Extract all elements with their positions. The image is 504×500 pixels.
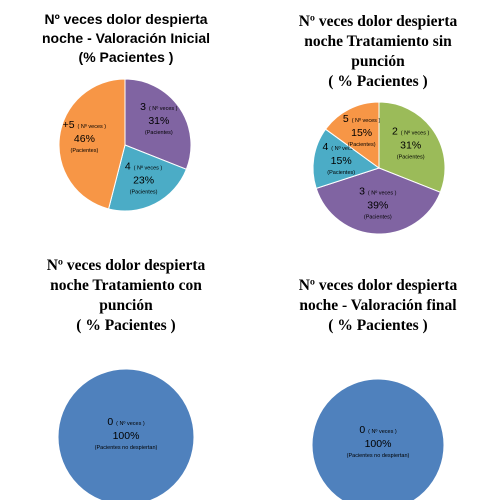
data-label-suffix: (Pacientes) xyxy=(145,130,173,136)
data-label-value: 100% xyxy=(365,438,392,450)
chart-title-line: (% Pacientes ) xyxy=(78,49,174,65)
data-label-category: 2 ( Nº veces ) xyxy=(392,125,430,137)
chart-title-line: ( % Pacientes ) xyxy=(328,73,428,90)
data-label-category: 3 ( Nº veces ) xyxy=(359,185,397,197)
pie-plot: 3 ( Nº veces )31%(Pacientes)4 ( Nº veces… xyxy=(58,78,192,212)
data-label-suffix: (Pacientes no despiertan) xyxy=(347,453,410,459)
data-label-value: 31% xyxy=(400,139,421,151)
data-label-value: 100% xyxy=(113,430,140,442)
chart-title: Nº veces dolor despierta noche - Valorac… xyxy=(0,10,252,67)
data-label: +5 ( Nº veces ) 46% (Pacientes) xyxy=(63,119,107,154)
chart-title-line: noche - Valoración final xyxy=(299,297,457,314)
chart-title-line: Nº veces dolor despierta xyxy=(46,257,206,274)
data-label-category: +5 ( Nº veces ) xyxy=(63,119,107,131)
data-label-suffix: (Pacientes) xyxy=(70,148,98,154)
pie-slice-+5 xyxy=(58,78,126,210)
chart-title: Nº veces dolor despierta noche Tratamien… xyxy=(0,256,252,336)
data-label-suffix: (Pacientes) xyxy=(327,170,355,176)
data-label-suffix: (Pacientes) xyxy=(397,154,425,160)
data-label-value: 15% xyxy=(351,127,372,139)
chart-title: Nº veces dolor despierta noche - Valorac… xyxy=(252,276,504,336)
pie-plot: 0 ( Nº veces ) 100% (Pacientes no despiert… xyxy=(311,378,445,500)
chart-title-line: noche Tratamiento con xyxy=(50,277,202,294)
data-label-value: 15% xyxy=(331,155,352,167)
data-label: 3 ( Nº veces ) 39% (Pacientes) xyxy=(359,185,397,220)
data-label-category: 0 ( Nº veces ) xyxy=(359,424,397,436)
pie-plot: 0 ( Nº veces ) 100% (Pacientes no despiert… xyxy=(57,368,195,500)
data-label: 4 ( Nº veces ) 15% (Pacientes) xyxy=(323,141,361,176)
pie-slice-2 xyxy=(378,101,446,193)
chart-title-line: ( % Pacientes ) xyxy=(328,317,428,334)
chart-title-line: ( % Pacientes ) xyxy=(76,317,176,334)
pie-slice-0 xyxy=(57,368,195,500)
data-label-value: 31% xyxy=(148,115,169,127)
chart-title-line: noche Tratamiento sin xyxy=(304,33,452,50)
data-label-category: 4 ( Nº veces ) xyxy=(323,141,361,153)
pie-chart-valoracion-final: Nº veces dolor despierta noche - Valorac… xyxy=(252,250,504,500)
chart-title-line: Nº veces dolor despierta xyxy=(298,277,458,294)
chart-title-line: Nº veces dolor despierta xyxy=(44,11,208,27)
data-label-suffix: (Pacientes) xyxy=(130,189,158,195)
data-label-suffix: (Pacientes) xyxy=(348,142,376,148)
data-label-value: 39% xyxy=(367,199,388,211)
pie-slice-4 xyxy=(312,128,381,190)
pie-slice-4 xyxy=(107,144,188,212)
pie-chart-tratamiento-con-puncion: Nº veces dolor despierta noche Tratamien… xyxy=(0,250,252,500)
pie-chart-tratamiento-sin-puncion: Nº veces dolor despierta noche Tratamien… xyxy=(252,0,504,250)
data-label-category: 0 ( Nº veces ) xyxy=(107,416,145,428)
data-label: 2 ( Nº veces ) 31% (Pacientes) xyxy=(392,125,430,160)
data-label-value: 46% xyxy=(74,133,95,145)
data-label: 4 ( Nº veces ) 23% (Pacientes) xyxy=(125,160,163,195)
chart-title: Nº veces dolor despierta noche Tratamien… xyxy=(252,12,504,92)
chart-title-line: punción xyxy=(99,297,153,314)
data-label-category: 3 ( Nº veces ) xyxy=(140,101,178,113)
data-label: 0 ( Nº veces ) 100% (Pacientes no despiert… xyxy=(95,416,158,451)
pie-plot: 2 ( Nº veces )31%(Pacientes)3 ( Nº veces… xyxy=(312,101,446,235)
chart-title-line: noche - Valoración Inicial xyxy=(41,30,211,46)
chart-title-line: Nº veces dolor despierta xyxy=(298,13,458,30)
pie-chart-valoracion-inicial: Nº veces dolor despierta noche - Valorac… xyxy=(0,0,252,250)
data-label: 3 ( Nº veces ) 31% (Pacientes) xyxy=(140,101,178,136)
data-label: 0 ( Nº veces ) 100% (Pacientes no despiert… xyxy=(347,424,410,459)
data-label-value: 23% xyxy=(133,174,154,186)
data-label-category: 5 ( Nº veces ) xyxy=(343,113,381,125)
pie-slice-3 xyxy=(124,78,192,170)
pie-slice-5 xyxy=(324,101,380,169)
chart-title-line: punción xyxy=(351,53,405,70)
data-label-suffix: (Pacientes) xyxy=(364,214,392,220)
pie-slice-0 xyxy=(311,378,445,500)
data-label-category: 4 ( Nº veces ) xyxy=(125,160,163,172)
data-label-suffix: (Pacientes no despiertan) xyxy=(95,445,158,451)
data-label: 5 ( Nº veces ) 15% (Pacientes) xyxy=(343,113,381,148)
pie-slice-3 xyxy=(315,167,442,235)
